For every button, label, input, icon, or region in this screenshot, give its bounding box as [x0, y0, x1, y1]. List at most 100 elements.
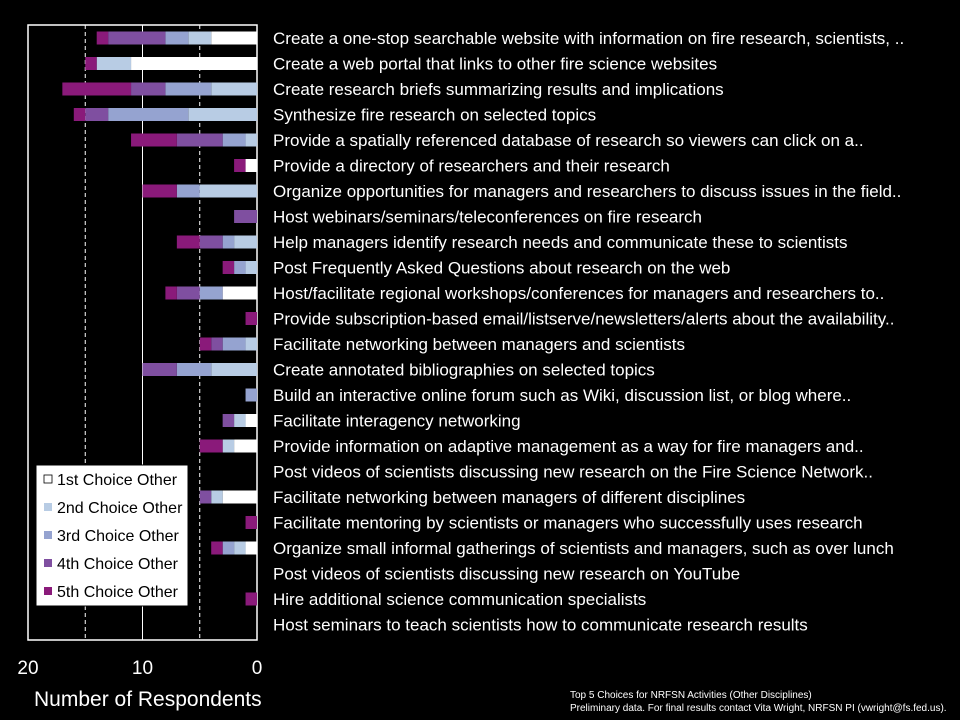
bar-segment-5: [211, 541, 223, 555]
category-label: Post Frequently Asked Questions about re…: [273, 259, 730, 278]
bar-segment-4: [222, 414, 235, 427]
legend-swatch: [44, 559, 52, 567]
bar-segment-5: [199, 439, 223, 453]
category-label: Facilitate interagency networking: [273, 412, 521, 431]
bar-segment-1: [245, 159, 257, 172]
category-label: Create annotated bibliographies on selec…: [273, 361, 655, 380]
bar-segment-3: [234, 261, 246, 274]
bar-segment-4: [234, 210, 257, 223]
bar-segment-5: [176, 235, 200, 249]
bar-segment-4: [131, 82, 166, 96]
bar-segment-5: [131, 133, 177, 147]
bar-segment-2: [222, 439, 235, 453]
bar-segment-5: [245, 516, 257, 529]
bar-segment-2: [234, 541, 246, 555]
legend-swatch: [44, 531, 52, 539]
category-label: Create research briefs summarizing resul…: [273, 80, 724, 99]
bar-segment-3: [165, 31, 189, 45]
footnote-contact: Preliminary data. For final results cont…: [570, 703, 947, 714]
bar-segment-3: [222, 337, 246, 351]
bar-segment-5: [142, 184, 177, 198]
bar-segment-2: [188, 108, 257, 121]
category-label: Organize small informal gatherings of sc…: [273, 539, 894, 558]
bar-segment-4: [199, 490, 212, 504]
bar-segment-4: [142, 363, 177, 376]
category-label: Provide a directory of researchers and t…: [273, 157, 670, 176]
bar-segment-5: [245, 312, 257, 325]
category-label: Hire additional science communication sp…: [273, 590, 646, 609]
category-label: Synthesize fire research on selected top…: [273, 106, 596, 125]
legend-box: [35, 464, 189, 607]
bar-segment-1: [234, 439, 257, 453]
category-label: Post videos of scientists discussing new…: [273, 463, 873, 482]
legend: 1st Choice Other 2nd Choice Other 3rd Choi…: [35, 464, 189, 607]
legend-swatch: [44, 587, 52, 595]
bar-segment-2: [188, 31, 212, 45]
footnote-title: Top 5 Choices for NRFSN Activities (Othe…: [570, 690, 812, 701]
category-label: Host/facilitate regional workshops/confe…: [273, 284, 884, 303]
bar-segment-2: [211, 363, 257, 376]
legend-swatch: [44, 503, 52, 511]
bar-segment-3: [222, 133, 246, 147]
bar-segment-2: [245, 261, 257, 274]
bar-segment-3: [176, 184, 200, 198]
category-label: Provide subscription-based email/listser…: [273, 310, 894, 329]
category-label: Post videos of scientists discussing new…: [273, 565, 740, 584]
bar-segment-3: [165, 82, 212, 96]
legend-label: 5th Choice Other: [57, 584, 179, 601]
bar-segment-1: [245, 541, 257, 555]
bars: [62, 31, 257, 606]
bar-segment-2: [245, 337, 257, 351]
category-label: Host seminars to teach scientists how to…: [273, 616, 808, 635]
bar-segment-1: [131, 57, 257, 70]
bar-segment-3: [199, 286, 223, 300]
bar-segment-3: [222, 235, 235, 249]
legend-label: 1st Choice Other: [57, 472, 178, 489]
bar-segment-3: [222, 541, 235, 555]
bar-segment-5: [73, 108, 86, 121]
x-axis-title: Number of Respondents: [34, 688, 262, 711]
bar-segment-4: [199, 235, 223, 249]
bar-segment-4: [85, 108, 109, 121]
bar-segment-2: [211, 490, 223, 504]
category-label: Provide a spatially referenced database …: [273, 131, 864, 150]
bar-segment-4: [176, 133, 223, 147]
category-labels: Create a one-stop searchable website wit…: [273, 29, 904, 635]
category-label: Facilitate networking between managers o…: [273, 488, 745, 507]
legend-label: 3rd Choice Other: [57, 528, 180, 545]
category-label: Create a one-stop searchable website wit…: [273, 29, 904, 48]
category-label: Create a web portal that links to other …: [273, 55, 717, 74]
bar-segment-1: [222, 490, 257, 504]
bar-segment-5: [234, 159, 246, 172]
bar-segment-5: [85, 57, 97, 70]
category-label: Facilitate networking between managers a…: [273, 335, 685, 354]
category-label: Host webinars/seminars/teleconferences o…: [273, 208, 702, 227]
x-tick-labels: 20 10 0: [17, 658, 262, 679]
bar-segment-3: [245, 388, 257, 402]
category-label: Provide information on adaptive manageme…: [273, 437, 864, 456]
legend-swatch: [43, 474, 53, 484]
category-label: Facilitate mentoring by scientists or ma…: [273, 514, 863, 533]
bar-segment-2: [234, 235, 257, 249]
bar-segment-5: [62, 82, 132, 96]
bar-segment-2: [211, 82, 257, 96]
category-label: Build an interactive online forum such a…: [273, 386, 851, 405]
x-tick-label: 0: [252, 658, 263, 679]
bar-segment-2: [245, 133, 257, 147]
x-tick-label: 10: [132, 658, 153, 679]
bar-segment-5: [199, 337, 212, 351]
bar-segment-1: [245, 414, 257, 427]
category-label: Organize opportunities for managers and …: [273, 182, 901, 201]
bar-segment-2: [96, 57, 132, 70]
legend-label: 2nd Choice Other: [57, 500, 183, 517]
legend-label: 4th Choice Other: [57, 556, 179, 573]
bar-segment-5: [96, 31, 109, 45]
bar-segment-2: [199, 184, 257, 198]
bar-segment-3: [176, 363, 212, 376]
x-tick-label: 20: [17, 658, 38, 679]
bar-segment-1: [211, 31, 257, 45]
bar-segment-1: [222, 286, 257, 300]
bar-segment-4: [211, 337, 223, 351]
bar-segment-5: [165, 286, 177, 300]
